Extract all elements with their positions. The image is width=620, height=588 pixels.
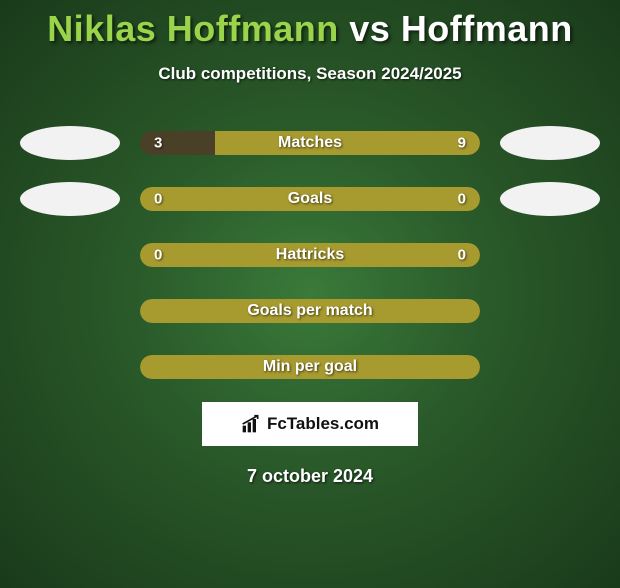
stat-bar: 3 9 Matches xyxy=(140,131,480,155)
stat-value-left: 0 xyxy=(154,191,162,208)
stat-label: Hattricks xyxy=(276,246,344,264)
player1-avatar xyxy=(20,126,120,160)
date-text: 7 october 2024 xyxy=(0,466,620,487)
stat-row: Goals per match xyxy=(0,294,620,328)
stat-value-left: 3 xyxy=(154,135,162,152)
stats-container: 3 9 Matches 0 0 Goals 0 0 Hattricks Goals per mat… xyxy=(0,126,620,384)
stat-bar: Goals per match xyxy=(140,299,480,323)
stat-bar: Min per goal xyxy=(140,355,480,379)
fctables-logo: FcTables.com xyxy=(202,402,418,446)
stat-bar: 0 0 Hattricks xyxy=(140,243,480,267)
player2-avatar xyxy=(500,126,600,160)
stat-label: Goals per match xyxy=(247,302,372,320)
player2-name: Hoffmann xyxy=(401,8,573,49)
stat-value-right: 0 xyxy=(458,191,466,208)
player2-avatar xyxy=(500,182,600,216)
comparison-title: Niklas Hoffmann vs Hoffmann xyxy=(0,8,620,50)
subtitle: Club competitions, Season 2024/2025 xyxy=(0,64,620,84)
vs-text: vs xyxy=(349,8,390,49)
logo-text: FcTables.com xyxy=(267,414,379,434)
stat-row: Min per goal xyxy=(0,350,620,384)
player1-avatar xyxy=(20,182,120,216)
bar-chart-icon xyxy=(241,414,261,434)
bar-fill-right xyxy=(215,131,480,155)
stat-row: 0 0 Hattricks xyxy=(0,238,620,272)
stat-row: 0 0 Goals xyxy=(0,182,620,216)
stat-value-left: 0 xyxy=(154,247,162,264)
stat-label: Goals xyxy=(288,190,332,208)
stat-label: Min per goal xyxy=(263,358,357,376)
stat-bar: 0 0 Goals xyxy=(140,187,480,211)
stat-row: 3 9 Matches xyxy=(0,126,620,160)
stat-label: Matches xyxy=(278,134,342,152)
player1-name: Niklas Hoffmann xyxy=(47,8,339,49)
stat-value-right: 9 xyxy=(458,135,466,152)
stat-value-right: 0 xyxy=(458,247,466,264)
bar-fill-left xyxy=(140,131,215,155)
